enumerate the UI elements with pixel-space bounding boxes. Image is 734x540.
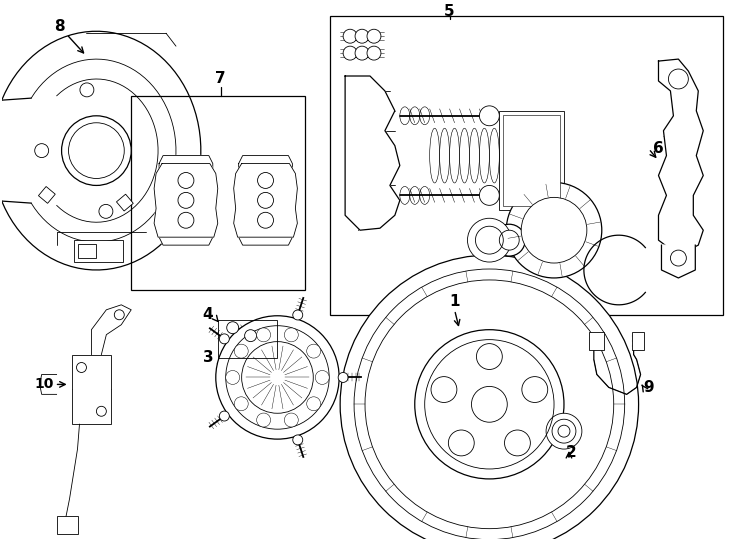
Circle shape bbox=[471, 387, 507, 422]
Circle shape bbox=[293, 435, 302, 445]
Text: 8: 8 bbox=[54, 19, 65, 34]
Circle shape bbox=[552, 419, 576, 443]
Polygon shape bbox=[239, 156, 292, 245]
Circle shape bbox=[479, 106, 499, 126]
Bar bbox=[131, 96, 305, 290]
Bar bbox=[71, 355, 112, 424]
Polygon shape bbox=[661, 245, 695, 278]
Circle shape bbox=[558, 425, 570, 437]
Circle shape bbox=[504, 430, 531, 456]
Bar bbox=[499, 111, 564, 210]
Circle shape bbox=[546, 413, 582, 449]
Circle shape bbox=[284, 328, 298, 342]
Circle shape bbox=[307, 344, 321, 358]
Circle shape bbox=[343, 29, 357, 43]
Circle shape bbox=[34, 144, 48, 158]
Bar bbox=[330, 16, 723, 315]
Bar bbox=[73, 240, 123, 262]
Circle shape bbox=[227, 322, 239, 334]
Circle shape bbox=[307, 397, 321, 411]
Circle shape bbox=[257, 328, 271, 342]
Text: 5: 5 bbox=[444, 4, 455, 19]
Bar bbox=[57, 516, 79, 534]
Circle shape bbox=[284, 413, 298, 427]
Circle shape bbox=[178, 212, 194, 228]
Circle shape bbox=[178, 172, 194, 188]
Text: 10: 10 bbox=[34, 377, 54, 392]
Circle shape bbox=[431, 376, 457, 402]
Circle shape bbox=[355, 29, 369, 43]
Polygon shape bbox=[159, 156, 213, 245]
Text: 1: 1 bbox=[449, 294, 459, 309]
Circle shape bbox=[226, 370, 240, 384]
Circle shape bbox=[80, 83, 94, 97]
Circle shape bbox=[468, 218, 512, 262]
Circle shape bbox=[258, 192, 274, 208]
Circle shape bbox=[448, 430, 474, 456]
Bar bbox=[504, 115, 560, 206]
Circle shape bbox=[219, 334, 229, 344]
Bar bbox=[38, 186, 55, 204]
Circle shape bbox=[499, 230, 519, 250]
Circle shape bbox=[355, 46, 369, 60]
Circle shape bbox=[343, 46, 357, 60]
Circle shape bbox=[521, 198, 587, 263]
Circle shape bbox=[367, 29, 381, 43]
Circle shape bbox=[234, 397, 248, 411]
Text: 9: 9 bbox=[643, 380, 654, 395]
Bar bbox=[79, 244, 96, 258]
Text: 2: 2 bbox=[566, 444, 576, 460]
Circle shape bbox=[340, 255, 639, 540]
Circle shape bbox=[522, 376, 548, 402]
Circle shape bbox=[62, 116, 131, 185]
Circle shape bbox=[506, 183, 602, 278]
Text: 7: 7 bbox=[216, 71, 226, 86]
Text: 4: 4 bbox=[203, 307, 213, 322]
Polygon shape bbox=[154, 164, 218, 237]
Circle shape bbox=[178, 192, 194, 208]
Circle shape bbox=[257, 413, 271, 427]
Circle shape bbox=[476, 343, 502, 369]
Circle shape bbox=[493, 224, 526, 256]
Polygon shape bbox=[658, 59, 703, 255]
Circle shape bbox=[258, 172, 274, 188]
Circle shape bbox=[99, 205, 113, 218]
Polygon shape bbox=[233, 164, 297, 237]
Circle shape bbox=[316, 370, 329, 384]
Bar bbox=[117, 194, 134, 211]
Bar bbox=[589, 332, 604, 349]
Text: 3: 3 bbox=[203, 350, 213, 365]
Circle shape bbox=[479, 185, 499, 205]
Circle shape bbox=[216, 316, 339, 439]
Circle shape bbox=[234, 344, 248, 358]
Polygon shape bbox=[345, 76, 400, 230]
Circle shape bbox=[293, 310, 302, 320]
Circle shape bbox=[244, 330, 257, 342]
Circle shape bbox=[258, 212, 274, 228]
Bar bbox=[632, 332, 644, 349]
Circle shape bbox=[415, 330, 564, 479]
Bar bbox=[218, 320, 277, 357]
Circle shape bbox=[219, 411, 229, 421]
Circle shape bbox=[367, 46, 381, 60]
Circle shape bbox=[338, 373, 348, 382]
Text: 6: 6 bbox=[653, 141, 664, 156]
